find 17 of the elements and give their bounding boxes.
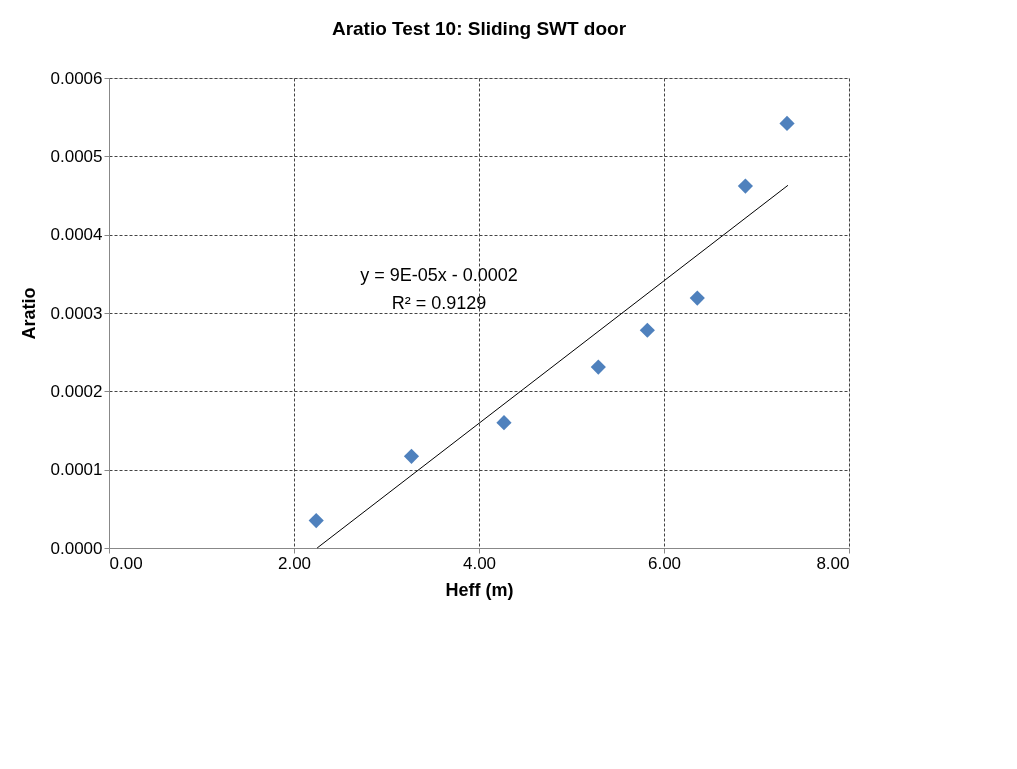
y-tick-label: 0.0000 [50,538,103,558]
y-tick-label: 0.0002 [50,381,103,401]
y-tick-label: 0.0003 [50,303,103,323]
x-tick-label: 4.00 [462,553,497,573]
x-tick-label: 6.00 [647,553,682,573]
y-tick-label: 0.0006 [50,68,103,88]
y-tick-label: 0.0005 [50,146,103,166]
x-tick-label: 2.00 [277,553,312,573]
y-axis-title: Aratio [18,287,39,340]
annotation: y = 9E-05x - 0.0002 [360,265,518,285]
y-tick-label: 0.0001 [50,460,103,480]
x-tick-label: 8.00 [816,553,850,573]
chart-title: Aratio Test 10: Sliding SWT door [331,18,627,39]
y-tick-label: 0.0004 [50,225,103,245]
x-tick-label: 0.00 [109,553,143,573]
x-axis-title: Heff (m) [445,579,514,600]
annotation: R² = 0.9129 [391,293,487,313]
